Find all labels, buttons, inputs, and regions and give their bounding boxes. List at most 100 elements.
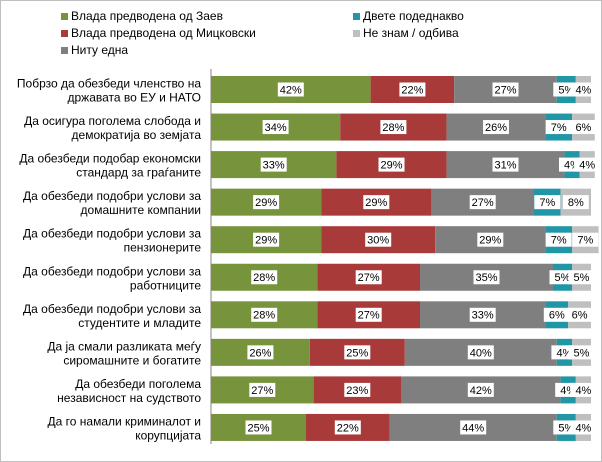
legend-label: Ниту една	[71, 43, 128, 57]
data-label: 27%	[358, 272, 380, 284]
data-label: 29%	[380, 160, 402, 172]
category-label-line: сиромашните и богатите	[63, 353, 201, 367]
data-label: 6%	[572, 310, 588, 322]
data-label-box	[545, 232, 572, 247]
category-label-line: Да обезбеди подобри услови за	[23, 302, 201, 316]
data-label: 29%	[255, 197, 277, 209]
data-label: 4%	[575, 84, 591, 96]
legend-swatch	[61, 47, 68, 54]
category-label: Да обезбеди поголема независност на судст…	[57, 377, 201, 405]
category-label-line: Да обезбеди подобри услови за	[23, 264, 201, 278]
data-label: 33%	[472, 310, 494, 322]
data-label-box	[534, 195, 561, 210]
data-label-box	[253, 232, 280, 247]
data-label-box	[492, 82, 519, 97]
category-label: Да обезбеди подобри услови за работниците	[23, 264, 201, 292]
legend-item: Ниту една	[61, 43, 128, 57]
category-label-line: Побрзо да обезбеди членство на	[17, 77, 201, 91]
data-label-box	[355, 307, 382, 322]
category-label: Да обезбеди подобри услови за домашните к…	[23, 189, 201, 217]
legend-swatch	[61, 13, 68, 20]
data-label: 28%	[253, 272, 275, 284]
data-label-box	[363, 195, 390, 210]
category-label-line: Да обезбеди подобри услови за	[23, 189, 201, 203]
data-label-box	[253, 195, 280, 210]
data-label-box	[492, 157, 519, 172]
legend-label: Не знам / одбива	[363, 26, 459, 40]
data-label: 44%	[462, 422, 484, 434]
data-label: 29%	[255, 235, 277, 247]
legend-item: Влада предводена од Мицковски	[61, 26, 256, 40]
legend-label: Двете подеднакво	[363, 9, 464, 23]
data-label-box	[543, 307, 570, 322]
category-label: Да обезбеди подобри услови за пензионерит…	[23, 227, 201, 255]
data-label-box	[251, 307, 278, 322]
data-label-box	[467, 382, 494, 397]
data-label: 5%	[555, 272, 571, 284]
data-label-box	[355, 270, 382, 285]
data-label-box	[344, 345, 371, 360]
data-label-box	[545, 120, 572, 135]
data-label-box	[570, 120, 597, 135]
data-label: 27%	[494, 84, 516, 96]
data-label-box	[572, 232, 599, 247]
data-label-box	[467, 345, 494, 360]
legend-swatch	[61, 30, 68, 37]
data-label: 30%	[367, 235, 389, 247]
legend-label: Влада предводена од Заев	[71, 9, 223, 23]
category-label: Да обезбеди подобар економски стандард за…	[19, 152, 201, 180]
data-label-box	[570, 420, 597, 435]
category-label-line: стандард за граѓаните	[76, 166, 201, 180]
data-label-box	[570, 82, 597, 97]
category-label-line: Да го намали криминалот и	[48, 414, 201, 428]
data-label: 7%	[577, 235, 593, 247]
data-label-box	[378, 157, 405, 172]
data-label: 8%	[568, 197, 584, 209]
data-label-box	[469, 307, 496, 322]
category-label-line: пензионерите	[124, 241, 202, 255]
data-label-box	[249, 382, 276, 397]
data-label-box	[247, 345, 274, 360]
category-label-line: Да ја смали разликата меѓу	[47, 339, 201, 353]
data-label-box	[574, 157, 601, 172]
data-label: 26%	[249, 347, 271, 359]
category-label-line: корупцијата	[135, 428, 201, 442]
legend-swatch	[353, 30, 360, 37]
data-label-box	[262, 120, 289, 135]
legend-item: Двете подеднакво	[353, 9, 464, 23]
category-label-line: домашните компании	[81, 203, 201, 217]
data-label-box	[483, 120, 509, 135]
data-label: 42%	[470, 385, 492, 397]
data-label: 4%	[575, 385, 591, 397]
data-label: 7%	[551, 235, 567, 247]
data-label-box	[344, 382, 371, 397]
legend-item: Влада предводена од Заев	[61, 9, 223, 23]
legend-swatch	[353, 13, 360, 20]
data-label: 31%	[494, 160, 516, 172]
data-label: 5%	[574, 272, 590, 284]
data-label: 26%	[485, 122, 507, 134]
data-label: 4%	[579, 160, 595, 172]
legend-label: Влада предводена од Мицковски	[71, 26, 256, 40]
data-label: 6%	[549, 310, 565, 322]
data-label: 4%	[575, 422, 591, 434]
category-label-line: Да обезбеди подобар економски	[19, 152, 201, 166]
data-label-box	[568, 270, 595, 285]
data-label: 5%	[574, 347, 590, 359]
data-label: 35%	[475, 272, 497, 284]
data-label: 7%	[551, 122, 567, 134]
data-label: 27%	[472, 197, 494, 209]
legend-item: Не знам / одбива	[353, 26, 459, 40]
data-label-box	[251, 270, 278, 285]
data-label-box	[566, 307, 593, 322]
category-label: Да ја смали разликата меѓу сиромашните и …	[47, 339, 201, 367]
data-label: 34%	[265, 122, 287, 134]
data-label: 25%	[346, 347, 368, 359]
category-label-line: работниците	[130, 278, 201, 292]
data-label-box	[399, 82, 426, 97]
data-label: 28%	[382, 122, 404, 134]
data-label-box	[460, 420, 487, 435]
category-label: Побрзо да обезбеди членство на државата в…	[17, 77, 201, 105]
